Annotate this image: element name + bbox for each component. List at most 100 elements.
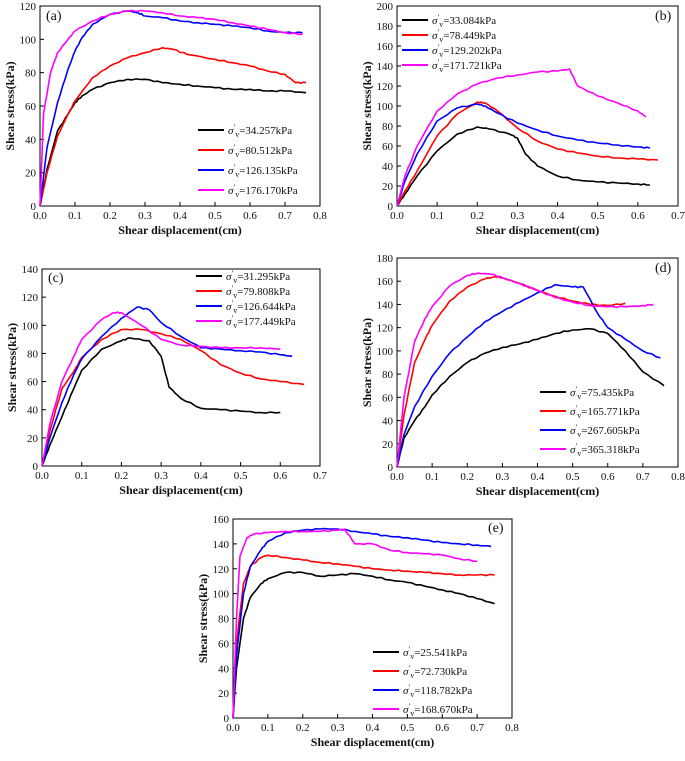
chart-panel-5: 0.0 0.1 0.2 0.3 0.4 0.5 0.6 0.7 0.8 0 20 40 60 80 100 1… bbox=[196, 514, 519, 749]
series-line-4 bbox=[232, 528, 478, 719]
x-tick-label: 0.4 bbox=[194, 470, 208, 482]
legend-entry: σ′v=79.808kPa bbox=[226, 284, 290, 300]
legend-entry: σ′v=33.084kPa bbox=[432, 13, 496, 29]
series-line-1 bbox=[232, 571, 495, 719]
y-tick-label: 40 bbox=[382, 161, 394, 173]
legend-entry: σ′v=80.512kPa bbox=[228, 143, 292, 159]
y-tick-label: 40 bbox=[382, 416, 394, 428]
y-tick-label: 0 bbox=[33, 461, 39, 473]
legend: σ′v=33.084kPaσ′v=78.449kPaσ′v=129.202kPa… bbox=[402, 13, 502, 74]
series-line-3 bbox=[39, 10, 303, 207]
x-axis-label: Shear displacement(cm) bbox=[119, 483, 242, 497]
y-tick-label: 120 bbox=[22, 292, 39, 304]
x-tick-label: 0.7 bbox=[470, 722, 484, 734]
x-tick-label: 0.6 bbox=[631, 210, 645, 222]
panel-label: (a) bbox=[46, 9, 62, 24]
x-tick-label: 0.1 bbox=[430, 210, 444, 222]
y-tick-label: 180 bbox=[377, 21, 394, 33]
y-tick-label: 160 bbox=[377, 276, 394, 288]
x-tick-label: 0.5 bbox=[591, 210, 605, 222]
x-tick-label: 0.5 bbox=[401, 722, 415, 734]
y-tick-label: 0 bbox=[388, 201, 394, 213]
y-axis-label: Shear stress(kPa) bbox=[360, 61, 374, 150]
x-tick-label: 0.2 bbox=[460, 471, 474, 483]
legend: σ′v=31.295kPaσ′v=79.808kPaσ′v=126.644kPa… bbox=[196, 269, 296, 330]
y-tick-label: 20 bbox=[25, 168, 37, 180]
x-tick-label: 0.7 bbox=[278, 210, 292, 222]
y-tick-label: 100 bbox=[20, 34, 37, 46]
x-tick-label: 0.4 bbox=[551, 210, 565, 222]
legend-entry: σ′v=25.541kPa bbox=[403, 645, 467, 661]
x-tick-label: 0.3 bbox=[154, 470, 168, 482]
x-axis-label: Shear displacement(cm) bbox=[476, 223, 599, 237]
x-tick-label: 0.1 bbox=[75, 470, 89, 482]
x-tick-label: 0.1 bbox=[68, 210, 82, 222]
y-tick-label: 60 bbox=[382, 392, 394, 404]
y-tick-label: 40 bbox=[218, 663, 230, 675]
y-tick-label: 120 bbox=[20, 1, 37, 13]
series-line-2 bbox=[41, 328, 305, 467]
y-tick-label: 40 bbox=[25, 134, 37, 146]
y-tick-label: 80 bbox=[382, 369, 394, 381]
chart-panel-3: 0.0 0.1 0.2 0.3 0.4 0.5 0.6 0.7 0 20 40 60 80 100 120 1… bbox=[5, 264, 327, 497]
y-tick-label: 120 bbox=[213, 564, 230, 576]
x-tick-label: 0.0 bbox=[33, 210, 47, 222]
panel-label: (b) bbox=[655, 9, 672, 24]
y-tick-label: 0 bbox=[224, 713, 230, 725]
x-tick-label: 0.6 bbox=[273, 470, 287, 482]
x-tick-label: 0.1 bbox=[425, 471, 439, 483]
y-tick-label: 80 bbox=[27, 348, 39, 360]
x-tick-label: 0.0 bbox=[390, 471, 404, 483]
y-tick-label: 20 bbox=[382, 439, 394, 451]
y-tick-label: 140 bbox=[22, 264, 39, 276]
y-tick-label: 120 bbox=[377, 323, 394, 335]
chart-panel-4: 0.0 0.1 0.2 0.3 0.4 0.5 0.6 0.7 0.8 0 20 40 60 80 100 1… bbox=[360, 253, 685, 498]
y-tick-label: 40 bbox=[27, 405, 39, 417]
y-tick-label: 180 bbox=[377, 253, 394, 265]
x-tick-label: 0.7 bbox=[636, 471, 650, 483]
legend-entry: σ′v=365.318kPa bbox=[570, 442, 640, 458]
legend-entry: σ′v=171.721kPa bbox=[432, 58, 502, 74]
y-tick-label: 100 bbox=[22, 320, 39, 332]
x-tick-label: 0.8 bbox=[671, 471, 685, 483]
legend: σ′v=34.257kPa σ′v=80.512kPa σ′v=126.135kPa… bbox=[198, 123, 298, 199]
legend-entry: σ′v=75.435kPa bbox=[570, 385, 634, 401]
legend-entry: σ′v=34.257kPa bbox=[228, 123, 292, 139]
legend-entry: σ′v=267.605kPa bbox=[570, 423, 640, 439]
legend-entry: σ′v=165.771kPa bbox=[570, 404, 640, 420]
y-tick-label: 120 bbox=[377, 81, 394, 93]
x-tick-label: 0.1 bbox=[261, 722, 275, 734]
series-line-2 bbox=[396, 101, 658, 207]
plot-frame bbox=[41, 268, 321, 467]
series-line-4 bbox=[396, 68, 647, 207]
legend-entry: σ′v=126.135kPa bbox=[228, 163, 298, 179]
series-line-2 bbox=[396, 275, 626, 468]
y-axis-label: Shear stress(kPa) bbox=[196, 574, 210, 663]
y-tick-label: 160 bbox=[377, 41, 394, 53]
x-tick-label: 0.6 bbox=[243, 210, 257, 222]
x-tick-label: 0.3 bbox=[496, 471, 510, 483]
x-tick-label: 0.8 bbox=[505, 722, 519, 734]
legend-entry: σ′v=176.170kPa bbox=[228, 183, 298, 199]
y-tick-label: 200 bbox=[377, 1, 394, 13]
x-tick-label: 0.2 bbox=[103, 210, 117, 222]
x-tick-label: 0.0 bbox=[35, 470, 49, 482]
series-line-1 bbox=[396, 327, 665, 468]
x-axis-label: Shear displacement(cm) bbox=[118, 223, 241, 237]
series-line-4 bbox=[396, 272, 654, 468]
x-tick-label: 0.0 bbox=[226, 722, 240, 734]
y-tick-label: 20 bbox=[382, 181, 394, 193]
series-line-3 bbox=[396, 283, 661, 468]
legend-entry: σ′v=168.670kPa bbox=[403, 702, 473, 718]
y-tick-label: 80 bbox=[382, 121, 394, 133]
y-tick-label: 0 bbox=[31, 201, 37, 213]
x-tick-label: 0.5 bbox=[208, 210, 222, 222]
chart-panel-2: 0.0 0.1 0.2 0.3 0.4 0.5 0.6 0.7 0 20 40 60 80 100 120 1… bbox=[360, 1, 685, 237]
series-line-1 bbox=[41, 337, 281, 467]
x-tick-label: 0.5 bbox=[566, 471, 580, 483]
x-tick-label: 0.4 bbox=[366, 722, 380, 734]
y-tick-label: 100 bbox=[377, 101, 394, 113]
series-line-3 bbox=[396, 103, 651, 207]
legend: σ′v=25.541kPa σ′v=72.730kPa σ′v=118.782kPa… bbox=[373, 645, 473, 718]
series-line-3 bbox=[232, 527, 492, 719]
